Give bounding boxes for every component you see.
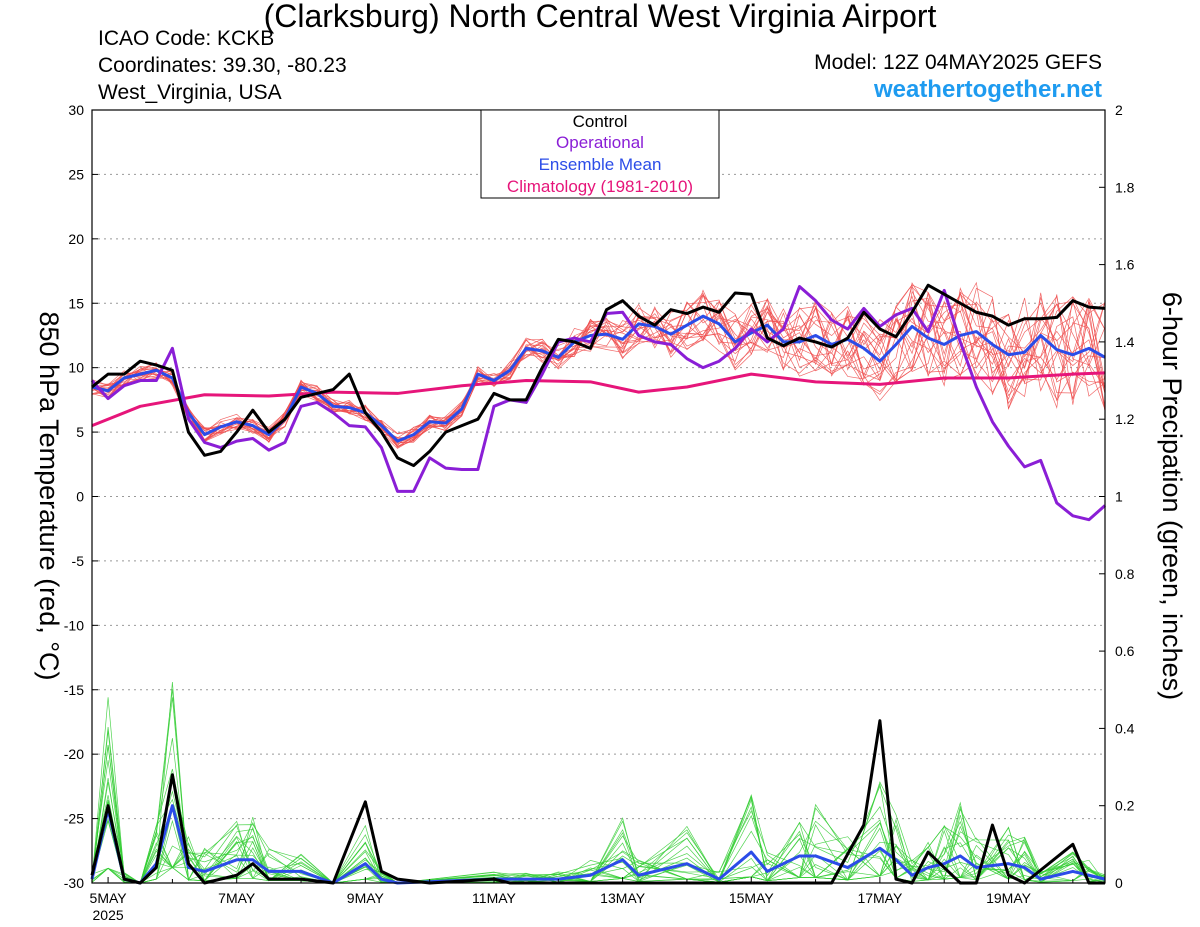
precip-member-line <box>91 681 1106 884</box>
icao-code: ICAO Code: KCKB <box>98 27 275 50</box>
left-tick-label: -15 <box>64 682 84 698</box>
legend-ensemble-mean: Ensemble Mean <box>539 155 662 174</box>
coordinates: Coordinates: 39.30, -80.23 <box>98 54 347 77</box>
precip-member-line <box>91 738 1106 884</box>
left-axis-label: 850 hPa Temperature (red, °C) <box>34 312 64 681</box>
left-tick-label: -10 <box>64 617 84 633</box>
left-tick-label: -5 <box>72 553 85 569</box>
right-tick-label: 0.6 <box>1115 643 1135 659</box>
precip-member-line <box>91 798 1106 884</box>
precip-member-line <box>91 697 1106 884</box>
precip-member-line <box>91 782 1106 884</box>
climatology-line <box>91 371 1106 428</box>
x-tick-label: 5MAY <box>90 890 128 906</box>
left-axis-ticks: 30 25 20 15 10 5 0 -5 -10 -15 -20 -25 -30 <box>64 102 98 891</box>
right-tick-label: 0.8 <box>1115 566 1135 582</box>
left-tick-label: 10 <box>68 360 84 376</box>
right-tick-label: 1.6 <box>1115 257 1135 273</box>
left-tick-label: 25 <box>68 166 84 182</box>
region: West_Virginia, USA <box>98 81 282 104</box>
x-tick-label: 13MAY <box>600 890 646 906</box>
x-tick-label: 15MAY <box>729 890 775 906</box>
left-tick-label: -25 <box>64 811 84 827</box>
x-tick-label: 9MAY <box>347 890 385 906</box>
right-tick-label: 2 <box>1115 102 1123 118</box>
precip-member-line <box>91 726 1106 884</box>
x-tick-label: 19MAY <box>986 890 1032 906</box>
series-lines <box>90 283 1106 885</box>
left-tick-label: 15 <box>68 295 84 311</box>
right-tick-label: 1.2 <box>1115 411 1135 427</box>
right-tick-label: 0 <box>1115 875 1123 891</box>
precip-member-line <box>91 689 1106 884</box>
temp-member-line <box>91 291 1106 442</box>
grid-lines <box>92 109 1105 884</box>
temp-control-line <box>91 283 1106 468</box>
legend: Control Operational Ensemble Mean Climat… <box>480 109 720 199</box>
left-tick-label: 0 <box>76 489 84 505</box>
precip-member-line <box>91 795 1106 884</box>
chart-title: (Clarksburg) North Central West Virginia… <box>263 0 937 34</box>
right-tick-label: 1.4 <box>1115 334 1135 350</box>
x-tick-label: 17MAY <box>857 890 903 906</box>
left-tick-label: -30 <box>64 875 84 891</box>
temp-member-line <box>91 286 1106 441</box>
legend-control: Control <box>573 112 628 131</box>
website-link[interactable]: weathertogether.net <box>873 76 1102 103</box>
model-run: Model: 12Z 04MAY2025 GEFS <box>814 51 1102 74</box>
right-tick-label: 0.2 <box>1115 798 1135 814</box>
x-tick-label: 11MAY <box>472 890 516 906</box>
temp-member-line <box>91 284 1106 444</box>
left-tick-label: 5 <box>76 424 84 440</box>
precip-member-line <box>91 818 1106 884</box>
left-tick-label: 20 <box>68 231 84 247</box>
precip-ensemble-mean-line <box>90 804 1106 885</box>
right-tick-label: 0.4 <box>1115 720 1135 736</box>
temp-ensemble-mean-line <box>91 314 1106 443</box>
legend-box <box>480 109 720 199</box>
legend-operational: Operational <box>556 133 644 152</box>
ensemble-members <box>91 281 1106 884</box>
left-tick-label: 30 <box>68 102 84 118</box>
right-axis-label: 6-hour Precipation (green, inches) <box>1157 292 1187 700</box>
precip-member-line <box>91 730 1106 884</box>
right-axis-ticks: 2 1.8 1.6 1.4 1.2 1 0.8 0.6 0.4 0.2 0 <box>1099 102 1135 891</box>
x-tick-label: 7MAY <box>218 890 256 906</box>
x-axis-ticks: 5MAY 7MAY 9MAY 11MAY 13MAY 15MAY 17MAY 19MAY 202… <box>90 877 1074 923</box>
precip-member-line <box>91 783 1106 884</box>
x-year-label: 2025 <box>93 907 124 923</box>
left-tick-label: -20 <box>64 746 84 762</box>
right-tick-label: 1.8 <box>1115 179 1135 195</box>
right-tick-label: 1 <box>1115 489 1123 505</box>
legend-climatology: Climatology (1981-2010) <box>507 177 693 196</box>
precip-member-line <box>91 798 1106 884</box>
